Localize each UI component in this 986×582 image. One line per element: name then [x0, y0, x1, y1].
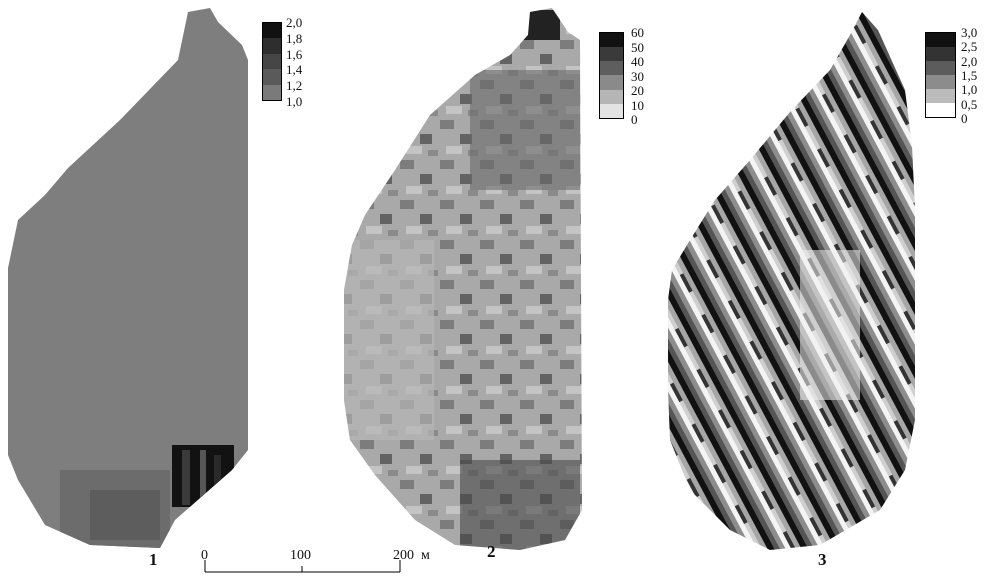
- legend-2-band: [600, 89, 623, 104]
- legend-3-band: [926, 103, 955, 117]
- legend-1-tick: 1,8: [286, 30, 303, 46]
- legend-1-band: [263, 23, 281, 39]
- legend-3-band: [926, 47, 955, 61]
- legend-2-band: [600, 103, 623, 118]
- legend-3-band: [926, 75, 955, 89]
- legend-2-tick: 60: [631, 25, 644, 40]
- legend-3: [925, 32, 956, 118]
- legend-3-tick: 0,5: [961, 96, 978, 112]
- scale-tick-200: 200: [393, 548, 414, 563]
- legend-3-tick: 1,5: [961, 68, 978, 83]
- legend-1-band: [263, 84, 281, 100]
- legend-2-band: [600, 75, 623, 90]
- legend-2-tick: 30: [631, 68, 644, 84]
- legend-3-tick: 2,5: [961, 39, 978, 55]
- legend-1-tick: 1,6: [286, 46, 303, 62]
- legend-1: [262, 22, 282, 101]
- scale-tick-0: 0: [201, 548, 208, 563]
- panel-label-1: 1: [149, 550, 158, 569]
- scale-bar: [204, 560, 401, 573]
- map-1: [8, 8, 248, 548]
- legend-3-band: [926, 89, 955, 103]
- legend-2-tick: 20: [631, 83, 644, 98]
- scale-tick-100: 100: [290, 548, 311, 563]
- legend-2-band: [600, 47, 623, 62]
- legend-1-band: [263, 53, 281, 70]
- scale-unit: м: [421, 548, 430, 563]
- legend-1-tick: 1,0: [286, 94, 303, 109]
- map-2: [344, 8, 582, 550]
- legend-1-tick: 2,0: [286, 15, 303, 30]
- legend-1-band: [263, 69, 281, 85]
- legend-2-band: [600, 33, 623, 48]
- legend-1-band: [263, 38, 281, 54]
- panel-label-3: 3: [818, 550, 827, 569]
- legend-3-tick: 3,0: [961, 25, 978, 40]
- legend-2: [599, 32, 624, 119]
- legend-2-band: [600, 61, 623, 76]
- legend-2-tick: 50: [631, 39, 644, 55]
- map-3: [668, 12, 915, 550]
- legend-3-tick: 1,0: [961, 82, 978, 98]
- legend-1-tick: 1,4: [286, 62, 303, 78]
- legend-3-band: [926, 33, 955, 47]
- legend-3-band: [926, 61, 955, 75]
- legend-1-tick: 1,2: [286, 78, 303, 94]
- legend-2-tick: 0: [631, 112, 638, 127]
- legend-3-tick: 2,0: [961, 53, 978, 69]
- legend-2-tick: 40: [631, 54, 644, 69]
- legend-3-tick: 0: [961, 111, 968, 126]
- panel-label-2: 2: [487, 542, 496, 561]
- legend-2-tick: 10: [631, 97, 644, 113]
